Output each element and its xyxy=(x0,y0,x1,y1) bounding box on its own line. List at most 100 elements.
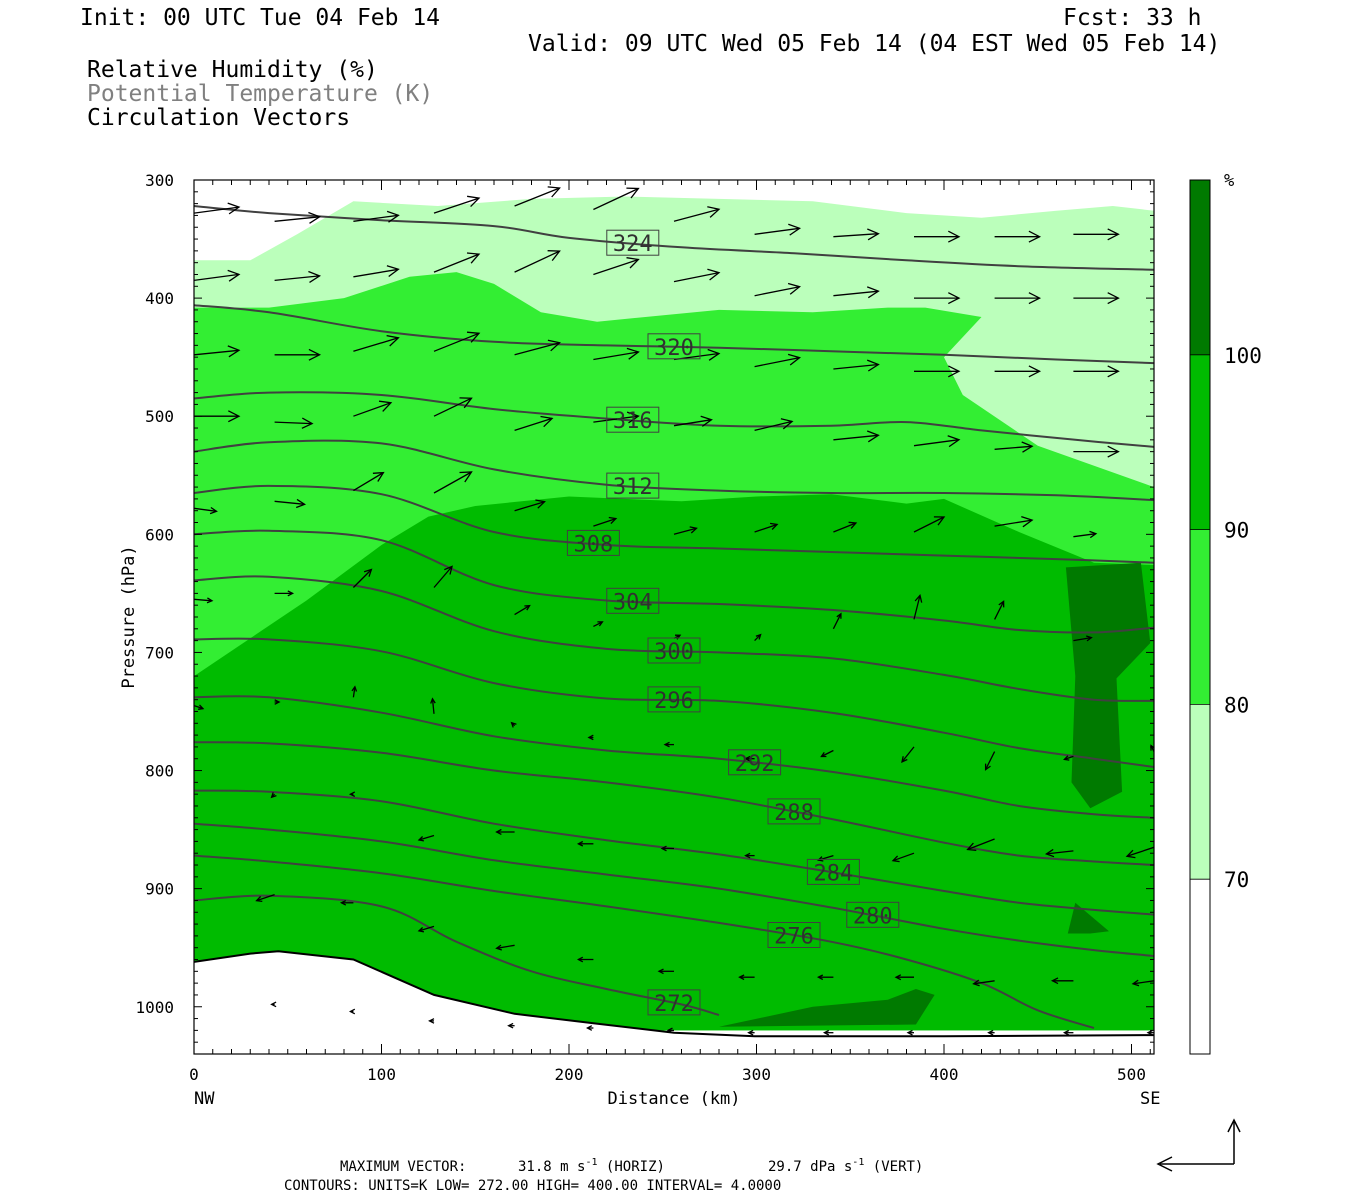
contour-label-292: 292 xyxy=(735,752,775,777)
vector-arrow xyxy=(353,400,393,417)
vector-arrow xyxy=(833,521,858,533)
vector-arrow xyxy=(274,348,322,361)
colorbar-swatch xyxy=(1190,704,1210,880)
vector-arrow xyxy=(428,1018,435,1024)
x-tick-label: 100 xyxy=(367,1065,396,1084)
x-tick-label: 200 xyxy=(555,1065,584,1084)
terrain xyxy=(194,950,1154,1054)
vector-arrow xyxy=(495,828,515,835)
contour-label-box-276 xyxy=(767,922,821,948)
field-vectors: Circulation Vectors xyxy=(87,105,350,131)
vector-arrow xyxy=(901,746,915,764)
contour-label-272: 272 xyxy=(654,992,694,1017)
vector-arrow xyxy=(593,516,618,527)
contour-label-300: 300 xyxy=(654,640,694,665)
contour-label-320: 320 xyxy=(654,336,694,361)
vector-arrow xyxy=(822,1029,834,1036)
y-tick-label: 500 xyxy=(145,407,174,426)
theta-contour-312 xyxy=(194,439,1154,502)
footer-max-vector-label: MAXIMUM VECTOR: xyxy=(340,1159,466,1175)
terrain-line xyxy=(194,950,1154,1038)
colorbar-swatch xyxy=(1190,879,1210,1054)
vector-arrow xyxy=(593,347,640,361)
vector-arrow xyxy=(514,186,561,207)
vector-arrow xyxy=(433,331,481,352)
vector-arrow xyxy=(433,195,481,214)
vector-arrow xyxy=(433,252,481,273)
vector-arrow xyxy=(274,270,322,283)
vector-arrow xyxy=(754,522,779,533)
vector-arrow xyxy=(994,292,1042,305)
vector-arrow xyxy=(754,223,802,236)
contour-label-284: 284 xyxy=(814,861,854,886)
theta-contour-288 xyxy=(194,741,1154,866)
vector-arrow xyxy=(914,365,961,378)
vector-arrow xyxy=(744,852,755,859)
contour-label-324: 324 xyxy=(613,232,653,257)
vector-arrow xyxy=(673,526,698,535)
vector-arrow xyxy=(914,230,961,243)
contour-label-box-320 xyxy=(647,333,701,360)
vector-arrow xyxy=(966,838,995,852)
vector-arrow xyxy=(1044,848,1074,858)
vector-arrow xyxy=(820,749,834,758)
vector-arrow xyxy=(514,604,531,616)
vector-arrow xyxy=(495,944,515,951)
vector-arrow xyxy=(754,418,794,432)
contour-label-box-312 xyxy=(606,472,660,499)
vector-arrow xyxy=(816,974,834,981)
vector-arrow xyxy=(894,974,914,981)
vector-arrow xyxy=(510,721,517,728)
vector-arrow xyxy=(194,597,214,604)
theta-contour-284 xyxy=(194,789,1154,916)
theta-contour-304 xyxy=(194,529,1154,634)
vector-arrow xyxy=(914,292,961,305)
field-rh: Relative Humidity (%) xyxy=(87,57,378,83)
y-tick-label: 800 xyxy=(145,762,174,781)
vector-arrow xyxy=(188,904,194,909)
theta-contour-272 xyxy=(194,894,720,1016)
theta-contour-320 xyxy=(194,304,1154,365)
vector-arrow xyxy=(1073,292,1120,305)
colorbar-swatch xyxy=(1190,180,1210,355)
vector-arrow xyxy=(433,565,453,588)
vector-arrow xyxy=(906,1029,914,1036)
vector-arrow xyxy=(274,417,314,429)
vector-arrow xyxy=(514,339,561,356)
vector-arrow xyxy=(348,1008,356,1015)
x-tick-label: 400 xyxy=(930,1065,959,1084)
vector-arrow xyxy=(593,187,640,211)
x-tick-label: 300 xyxy=(742,1065,771,1084)
vector-arrow xyxy=(833,359,880,372)
vector-arrow xyxy=(994,441,1034,453)
vector-arrow xyxy=(1073,445,1120,458)
vector-arrow xyxy=(1073,228,1120,241)
vector-arrow xyxy=(593,411,640,424)
vector-arrow xyxy=(270,792,277,799)
footer-max-vector-vert: 29.7 dPa s-1 (VERT) xyxy=(768,1157,923,1175)
vector-arrow xyxy=(514,415,554,432)
theta-contour-308 xyxy=(194,484,1154,564)
vector-arrow xyxy=(274,498,307,509)
vector-arrow xyxy=(663,741,674,748)
vector-arrow xyxy=(587,734,594,741)
vector-arrow xyxy=(987,1029,995,1036)
vector-arrow xyxy=(1131,979,1154,987)
vector-arrow xyxy=(747,1029,755,1036)
theta-contour-324 xyxy=(194,205,1154,271)
vector-arrow xyxy=(833,228,880,241)
contour-label-box-288 xyxy=(767,798,821,825)
vector-arrow xyxy=(913,435,961,448)
vector-arrow xyxy=(353,210,400,223)
vector-arrow xyxy=(353,471,385,492)
y-tick-label: 700 xyxy=(145,643,174,662)
contour-label-296: 296 xyxy=(654,689,694,714)
vector-arrow xyxy=(433,397,473,417)
theta-contour-292 xyxy=(194,695,1154,819)
contour-label-312: 312 xyxy=(613,475,653,500)
vector-arrow xyxy=(994,515,1034,528)
vector-arrow xyxy=(994,230,1042,243)
vector-arrow xyxy=(1050,977,1074,985)
colorbar-swatch xyxy=(1190,354,1210,530)
